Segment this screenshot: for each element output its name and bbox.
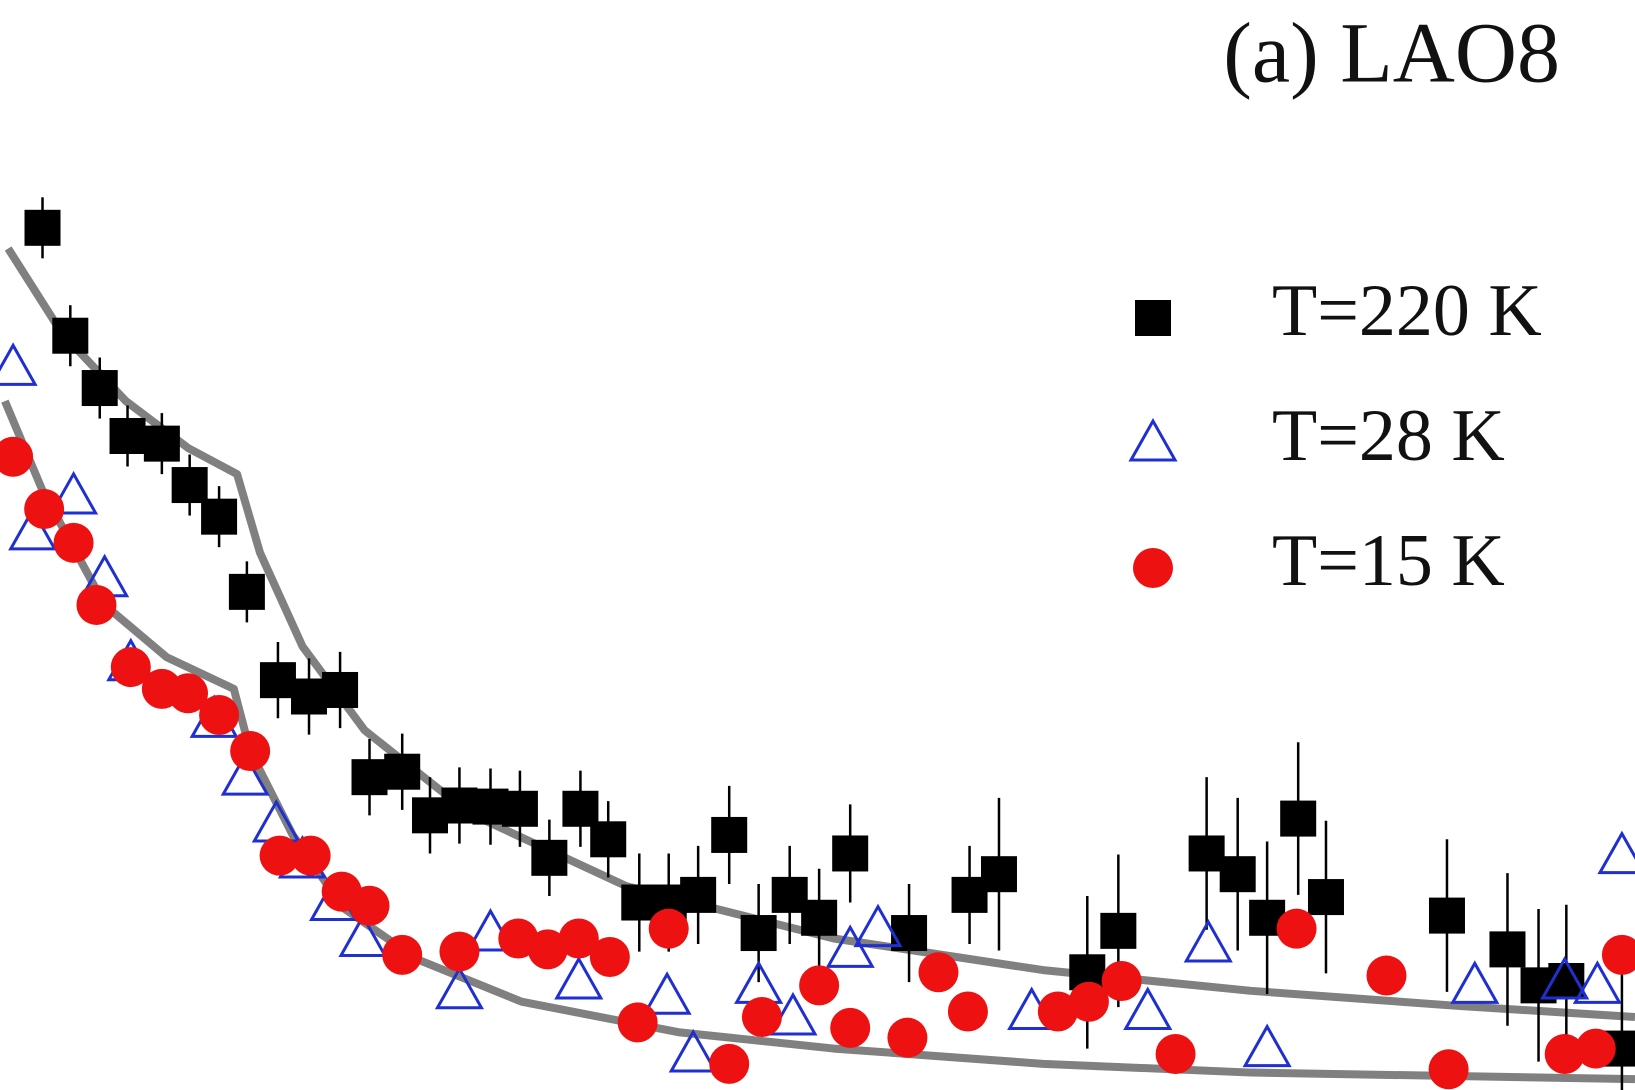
marker-square (711, 816, 748, 853)
marker-square (590, 821, 627, 858)
chart-title: (a) LAO8 (1223, 5, 1560, 101)
marker-triangle (1242, 1023, 1292, 1068)
marker-square (1307, 879, 1344, 916)
marker-circle (230, 731, 271, 772)
marker-square (171, 467, 208, 504)
marker-square (1100, 912, 1137, 949)
legend-label: T=15 K (1272, 520, 1505, 602)
marker-circle (918, 952, 959, 993)
marker-circle (1575, 1028, 1616, 1069)
marker-circle (887, 1017, 928, 1058)
plot-area (0, 197, 1635, 1090)
marker-square (143, 425, 180, 462)
marker-triangle (1597, 830, 1635, 875)
marker-triangle (434, 965, 485, 1010)
marker-square (322, 671, 359, 708)
marker-circle (110, 647, 151, 688)
marker-circle (648, 908, 689, 949)
marker-circle (24, 489, 65, 530)
marker-circle (558, 918, 599, 959)
marker-circle (1155, 1034, 1196, 1075)
marker-circle (1101, 961, 1142, 1001)
marker-circle (53, 522, 94, 563)
marker-circle (1428, 1049, 1469, 1090)
marker-circle (1276, 908, 1317, 949)
marker-square (562, 790, 599, 827)
marker-square (109, 418, 146, 454)
marker-triangle (1572, 960, 1622, 1004)
marker-square (980, 856, 1017, 893)
legend-label: T=28 K (1272, 395, 1505, 477)
marker-triangle (220, 752, 270, 796)
marker-square (351, 759, 388, 796)
marker-square (1428, 897, 1465, 934)
marker-square (1489, 931, 1526, 968)
marker-circle (1544, 1034, 1585, 1075)
marker-circle (1037, 991, 1078, 1032)
fit-curve (4, 246, 1635, 1021)
marker-square (1135, 300, 1171, 336)
marker-square (531, 839, 568, 876)
marker-circle (1366, 955, 1407, 996)
marker-circle (382, 934, 423, 975)
marker-circle (0, 436, 34, 477)
marker-square (24, 209, 61, 246)
marker-circle (799, 965, 840, 1006)
marker-square (501, 790, 538, 827)
marker-square (740, 915, 777, 952)
marker-circle (168, 673, 209, 714)
marker-circle (589, 937, 630, 978)
marker-circle (199, 695, 240, 736)
marker-circle (439, 931, 480, 972)
marker-triangle (1540, 955, 1590, 1000)
marker-square (259, 662, 296, 699)
marker-square (1280, 800, 1317, 837)
marker-circle (741, 996, 782, 1037)
marker-circle (830, 1007, 871, 1048)
marker-circle (349, 885, 390, 926)
marker-triangle (768, 991, 818, 1036)
marker-circle (617, 1002, 658, 1043)
marker-square (832, 835, 869, 872)
marker-circle (527, 929, 568, 970)
marker-triangle (1123, 986, 1173, 1031)
marker-triangle (853, 903, 903, 948)
marker-triangle (554, 955, 604, 1000)
legend-label: T=220 K (1272, 270, 1542, 352)
marker-circle (709, 1043, 750, 1084)
marker-square (1219, 856, 1256, 893)
marker-triangle (338, 913, 388, 957)
marker-square (201, 498, 238, 535)
marker-square (680, 876, 717, 913)
marker-triangle (1128, 417, 1178, 462)
marker-square (291, 678, 328, 715)
marker-circle (259, 835, 300, 876)
marker-triangle (8, 506, 58, 551)
marker-square (1188, 835, 1225, 872)
marker-square (384, 753, 421, 790)
marker-triangle (49, 470, 99, 515)
marker-circle (1601, 934, 1635, 975)
marker-square (228, 573, 265, 610)
marker-circle (1068, 981, 1109, 1022)
marker-circle (290, 835, 331, 876)
marker-square (801, 899, 838, 936)
marker-square (81, 370, 118, 407)
marker-triangle (0, 342, 38, 386)
marker-triangle (642, 971, 692, 1015)
marker-circle (947, 991, 988, 1032)
marker-triangle (1183, 918, 1233, 963)
marker-circle (76, 584, 117, 625)
marker-circle (1133, 548, 1173, 588)
marker-square (441, 787, 478, 824)
marker-triangle (668, 1028, 718, 1073)
legend: T=220 K T=28 K T=15 K (1128, 270, 1542, 602)
marker-square (52, 317, 89, 354)
marker-triangle (1450, 960, 1500, 1004)
